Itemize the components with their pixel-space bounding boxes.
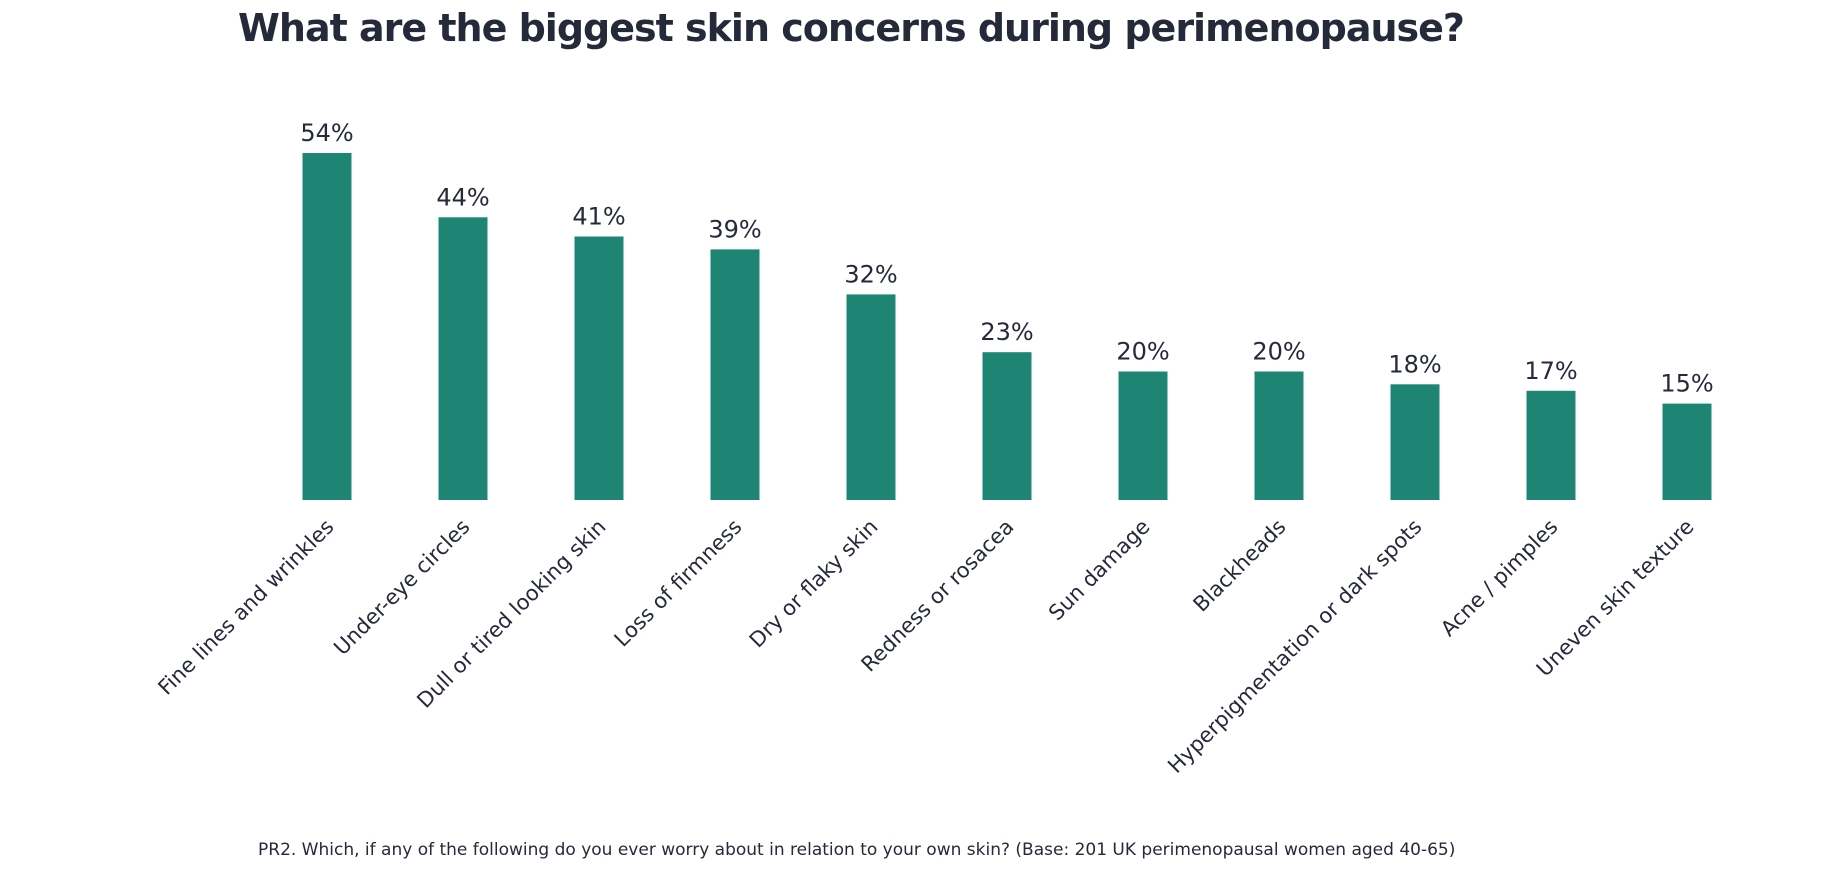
bar — [1254, 371, 1304, 500]
bar — [302, 153, 352, 500]
bar-value-label: 20% — [1252, 338, 1305, 366]
bar — [710, 249, 760, 500]
category-label: Uneven skin texture — [1532, 515, 1699, 682]
category-label: Under-eye circles — [329, 515, 474, 660]
bar — [846, 294, 896, 500]
bar — [1526, 390, 1576, 500]
bar — [1390, 384, 1440, 500]
bar-value-label: 17% — [1524, 357, 1577, 385]
bar-value-label: 39% — [708, 215, 761, 243]
category-label: Dry or flaky skin — [745, 515, 883, 653]
bar-value-label: 44% — [436, 183, 489, 211]
category-label: Acne / pimples — [1436, 515, 1562, 641]
category-label: Hyperpigmentation or dark spots — [1163, 515, 1426, 778]
value-labels-group: 54% 44% 41% 39% 32% 23% 20% 20% 18% 17% 15% — [300, 119, 1713, 398]
bar-value-label: 54% — [300, 119, 353, 147]
bars-group — [302, 153, 1712, 501]
bar-value-label: 32% — [844, 260, 897, 288]
bar — [1662, 403, 1712, 500]
bar-value-label: 18% — [1388, 350, 1441, 378]
bar — [438, 217, 488, 501]
category-label: Blackheads — [1189, 515, 1291, 617]
footnote: PR2. Which, if any of the following do y… — [258, 840, 1456, 860]
bar-value-label: 20% — [1116, 338, 1169, 366]
bar-value-label: 41% — [572, 203, 625, 231]
category-label: Sun damage — [1044, 515, 1155, 626]
category-label: Loss of firmness — [610, 515, 747, 652]
bar-value-label: 15% — [1660, 370, 1713, 398]
bar — [1118, 371, 1168, 500]
bar-value-label: 23% — [980, 318, 1033, 346]
category-label: Redness or rosacea — [857, 515, 1019, 677]
category-label: Fine lines and wrinkles — [153, 515, 338, 700]
bar — [982, 352, 1032, 500]
bar — [574, 236, 624, 500]
chart-title: What are the biggest skin concerns durin… — [238, 6, 1465, 50]
